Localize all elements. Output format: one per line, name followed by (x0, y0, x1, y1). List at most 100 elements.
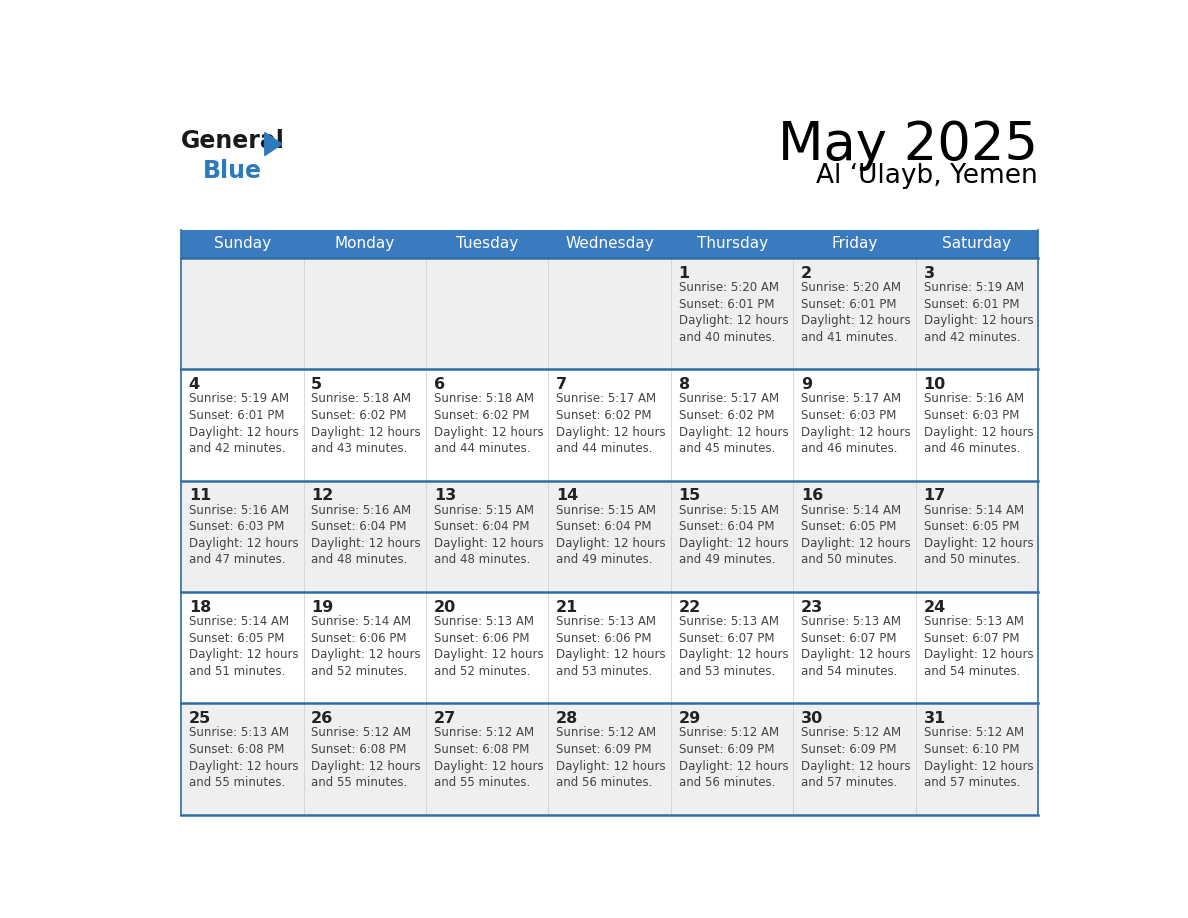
Text: and 50 minutes.: and 50 minutes. (801, 554, 897, 566)
Text: 24: 24 (923, 599, 946, 615)
Text: Sunrise: 5:13 AM: Sunrise: 5:13 AM (556, 615, 656, 628)
Text: Thursday: Thursday (696, 236, 767, 252)
Text: Sunset: 6:05 PM: Sunset: 6:05 PM (801, 521, 897, 533)
Text: 7: 7 (556, 377, 568, 392)
Text: 21: 21 (556, 599, 579, 615)
Text: 23: 23 (801, 599, 823, 615)
Text: Sunset: 6:04 PM: Sunset: 6:04 PM (678, 521, 775, 533)
Text: 2: 2 (801, 265, 813, 281)
Text: 27: 27 (434, 711, 456, 726)
Text: Sunset: 6:06 PM: Sunset: 6:06 PM (434, 632, 529, 644)
Text: 12: 12 (311, 488, 334, 503)
Bar (303, 703, 426, 814)
Bar (916, 481, 1038, 592)
Text: Sunset: 6:05 PM: Sunset: 6:05 PM (189, 632, 284, 644)
Bar (549, 592, 671, 703)
Text: and 55 minutes.: and 55 minutes. (311, 776, 407, 789)
Text: 19: 19 (311, 599, 334, 615)
Text: 18: 18 (189, 599, 211, 615)
Text: 13: 13 (434, 488, 456, 503)
Text: and 53 minutes.: and 53 minutes. (678, 665, 775, 677)
Text: Sunrise: 5:15 AM: Sunrise: 5:15 AM (678, 504, 778, 517)
Text: and 50 minutes.: and 50 minutes. (923, 554, 1019, 566)
Text: Daylight: 12 hours: Daylight: 12 hours (678, 537, 788, 550)
Bar (181, 481, 303, 592)
Text: and 51 minutes.: and 51 minutes. (189, 665, 285, 677)
Text: Sunset: 6:10 PM: Sunset: 6:10 PM (923, 743, 1019, 756)
Text: Sunrise: 5:19 AM: Sunrise: 5:19 AM (189, 392, 289, 406)
Text: Sunrise: 5:12 AM: Sunrise: 5:12 AM (556, 726, 656, 740)
Text: and 57 minutes.: and 57 minutes. (801, 776, 897, 789)
Text: Daylight: 12 hours: Daylight: 12 hours (923, 314, 1034, 327)
Text: 3: 3 (923, 265, 935, 281)
Bar (549, 369, 671, 481)
Text: Sunset: 6:01 PM: Sunset: 6:01 PM (678, 297, 775, 310)
Text: and 43 minutes.: and 43 minutes. (311, 442, 407, 455)
Text: Saturday: Saturday (942, 236, 1011, 252)
Text: 10: 10 (923, 377, 946, 392)
Text: Sunset: 6:06 PM: Sunset: 6:06 PM (311, 632, 406, 644)
Text: Daylight: 12 hours: Daylight: 12 hours (189, 426, 298, 439)
Text: Sunrise: 5:15 AM: Sunrise: 5:15 AM (556, 504, 656, 517)
Bar (916, 369, 1038, 481)
Bar (794, 369, 916, 481)
Text: Sunrise: 5:14 AM: Sunrise: 5:14 AM (189, 615, 289, 628)
Text: and 44 minutes.: and 44 minutes. (556, 442, 652, 455)
Text: 14: 14 (556, 488, 579, 503)
Text: Daylight: 12 hours: Daylight: 12 hours (801, 314, 911, 327)
Text: Sunset: 6:09 PM: Sunset: 6:09 PM (556, 743, 652, 756)
Bar (794, 592, 916, 703)
Text: Daylight: 12 hours: Daylight: 12 hours (923, 648, 1034, 661)
Bar (916, 592, 1038, 703)
Text: 15: 15 (678, 488, 701, 503)
Text: and 56 minutes.: and 56 minutes. (678, 776, 775, 789)
Text: Sunrise: 5:20 AM: Sunrise: 5:20 AM (801, 281, 901, 294)
Text: 31: 31 (923, 711, 946, 726)
Bar (671, 592, 794, 703)
Text: Sunrise: 5:13 AM: Sunrise: 5:13 AM (923, 615, 1024, 628)
Bar (181, 592, 303, 703)
Text: Daylight: 12 hours: Daylight: 12 hours (678, 314, 788, 327)
Bar (181, 258, 303, 369)
Bar (303, 258, 426, 369)
Text: Sunrise: 5:19 AM: Sunrise: 5:19 AM (923, 281, 1024, 294)
Text: Sunrise: 5:12 AM: Sunrise: 5:12 AM (434, 726, 533, 740)
Bar (426, 592, 549, 703)
Text: Sunset: 6:04 PM: Sunset: 6:04 PM (434, 521, 529, 533)
Text: and 46 minutes.: and 46 minutes. (923, 442, 1020, 455)
Text: 9: 9 (801, 377, 813, 392)
Text: and 42 minutes.: and 42 minutes. (189, 442, 285, 455)
Polygon shape (265, 132, 282, 155)
Text: and 48 minutes.: and 48 minutes. (434, 554, 530, 566)
Text: Sunrise: 5:15 AM: Sunrise: 5:15 AM (434, 504, 533, 517)
Text: Sunset: 6:08 PM: Sunset: 6:08 PM (311, 743, 406, 756)
Text: 8: 8 (678, 377, 690, 392)
Text: Sunset: 6:08 PM: Sunset: 6:08 PM (434, 743, 529, 756)
Text: and 52 minutes.: and 52 minutes. (434, 665, 530, 677)
Text: Sunrise: 5:18 AM: Sunrise: 5:18 AM (434, 392, 533, 406)
Text: and 52 minutes.: and 52 minutes. (311, 665, 407, 677)
Text: Daylight: 12 hours: Daylight: 12 hours (311, 759, 421, 773)
Text: Sunset: 6:03 PM: Sunset: 6:03 PM (801, 409, 897, 422)
Text: Sunset: 6:04 PM: Sunset: 6:04 PM (311, 521, 406, 533)
Text: 26: 26 (311, 711, 334, 726)
Text: Sunrise: 5:12 AM: Sunrise: 5:12 AM (801, 726, 902, 740)
Text: Sunset: 6:07 PM: Sunset: 6:07 PM (923, 632, 1019, 644)
Text: Sunset: 6:02 PM: Sunset: 6:02 PM (678, 409, 775, 422)
Bar (671, 258, 794, 369)
Text: and 57 minutes.: and 57 minutes. (923, 776, 1019, 789)
Text: Sunset: 6:08 PM: Sunset: 6:08 PM (189, 743, 284, 756)
Bar (426, 703, 549, 814)
Text: Sunset: 6:01 PM: Sunset: 6:01 PM (189, 409, 284, 422)
Text: Sunrise: 5:20 AM: Sunrise: 5:20 AM (678, 281, 778, 294)
Text: Daylight: 12 hours: Daylight: 12 hours (923, 537, 1034, 550)
Text: and 46 minutes.: and 46 minutes. (801, 442, 898, 455)
Text: Daylight: 12 hours: Daylight: 12 hours (801, 759, 911, 773)
Text: Sunset: 6:09 PM: Sunset: 6:09 PM (678, 743, 775, 756)
Text: Sunrise: 5:16 AM: Sunrise: 5:16 AM (923, 392, 1024, 406)
Text: 29: 29 (678, 711, 701, 726)
Text: Sunrise: 5:18 AM: Sunrise: 5:18 AM (311, 392, 411, 406)
Bar (671, 369, 794, 481)
Text: Daylight: 12 hours: Daylight: 12 hours (678, 426, 788, 439)
Text: Daylight: 12 hours: Daylight: 12 hours (189, 759, 298, 773)
